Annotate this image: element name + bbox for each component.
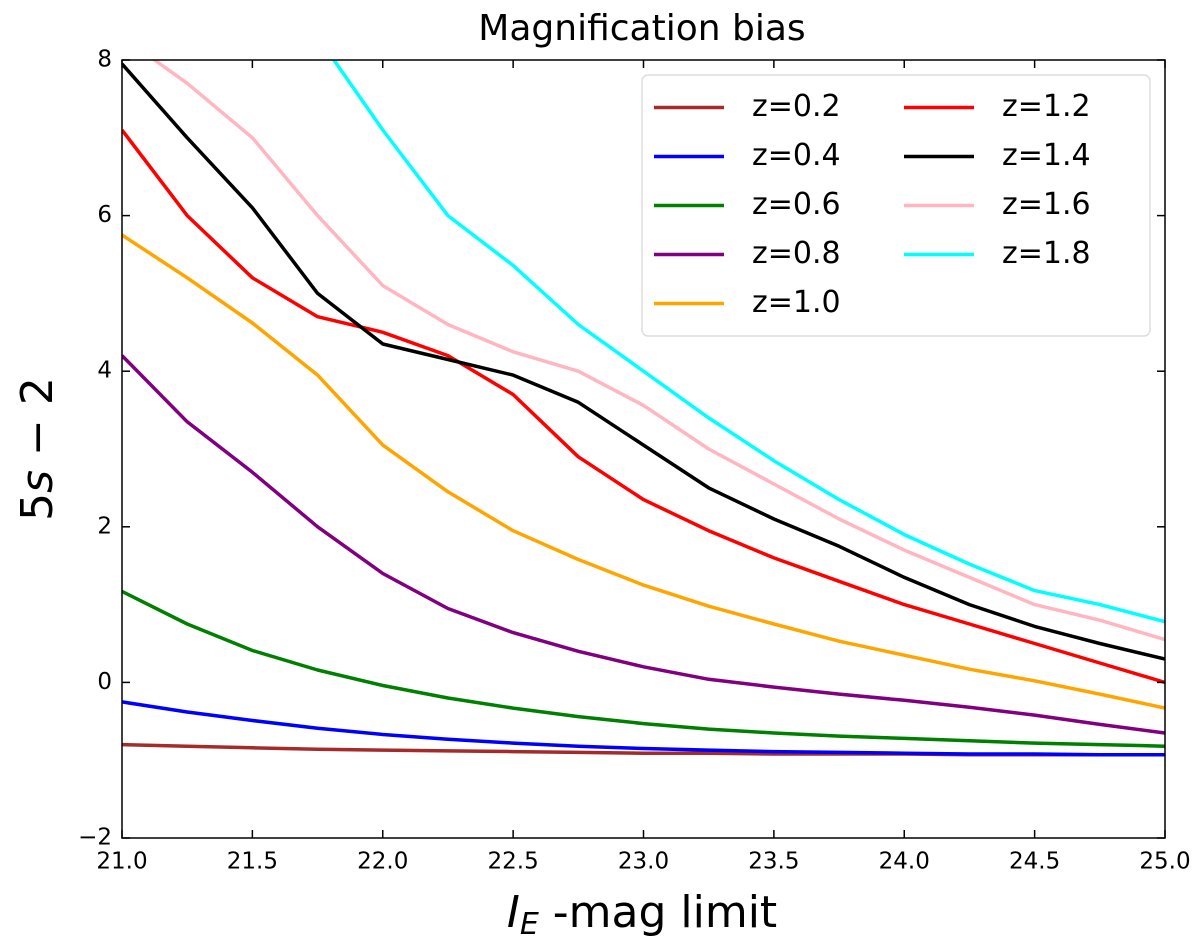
y-label-part: − 2 (12, 377, 63, 470)
x-tick-label: 25.0 (1139, 849, 1190, 875)
x-tick-label: 23.5 (748, 849, 799, 875)
legend-label: z=1.8 (1002, 236, 1091, 271)
x-tick-label: 21.0 (96, 849, 147, 875)
series-line (122, 233, 1165, 710)
legend-label: z=1.6 (1002, 187, 1091, 222)
legend-label: z=1.2 (1002, 89, 1091, 124)
legend-box (641, 74, 1151, 337)
series-line (151, 60, 1165, 642)
series-line (122, 700, 1165, 757)
x-label-part: E (520, 907, 539, 942)
series-line (122, 589, 1165, 748)
legend-label: z=0.2 (752, 89, 841, 124)
x-tick-label: 23.0 (618, 849, 669, 875)
y-tick-label: 4 (97, 358, 112, 384)
x-tick-label: 22.5 (488, 849, 539, 875)
series-line (122, 62, 1165, 661)
chart-title: Magnification bias (478, 8, 805, 49)
series-line (331, 60, 1165, 624)
y-label-part: s (12, 470, 63, 493)
series-line (122, 354, 1165, 735)
x-tick-label: 21.5 (227, 849, 278, 875)
legend-label: z=0.6 (752, 187, 841, 222)
x-tick-label: 24.5 (1009, 849, 1060, 875)
y-label-part: 5 (12, 493, 63, 521)
y-tick-label: 6 (97, 202, 112, 228)
x-label-part: I (507, 887, 520, 938)
x-tick-label: 22.0 (357, 849, 408, 875)
x-axis-label: IE -mag limit (507, 887, 777, 942)
legend-label: z=1.4 (1002, 138, 1091, 173)
legend-label: z=0.8 (752, 236, 841, 271)
legend-label: z=0.4 (752, 138, 841, 173)
series-line (122, 128, 1165, 685)
y-tick-label: 2 (97, 513, 112, 539)
x-label-part: -mag limit (539, 887, 777, 938)
plot-lines (122, 60, 1165, 757)
y-tick-label: 8 (97, 47, 112, 73)
y-axis-label: 5s − 2 (12, 377, 63, 521)
legend-label: z=1.0 (752, 285, 841, 320)
y-tick-label: −2 (78, 825, 112, 851)
x-tick-label: 24.0 (879, 849, 930, 875)
y-tick-label: 0 (97, 669, 112, 695)
